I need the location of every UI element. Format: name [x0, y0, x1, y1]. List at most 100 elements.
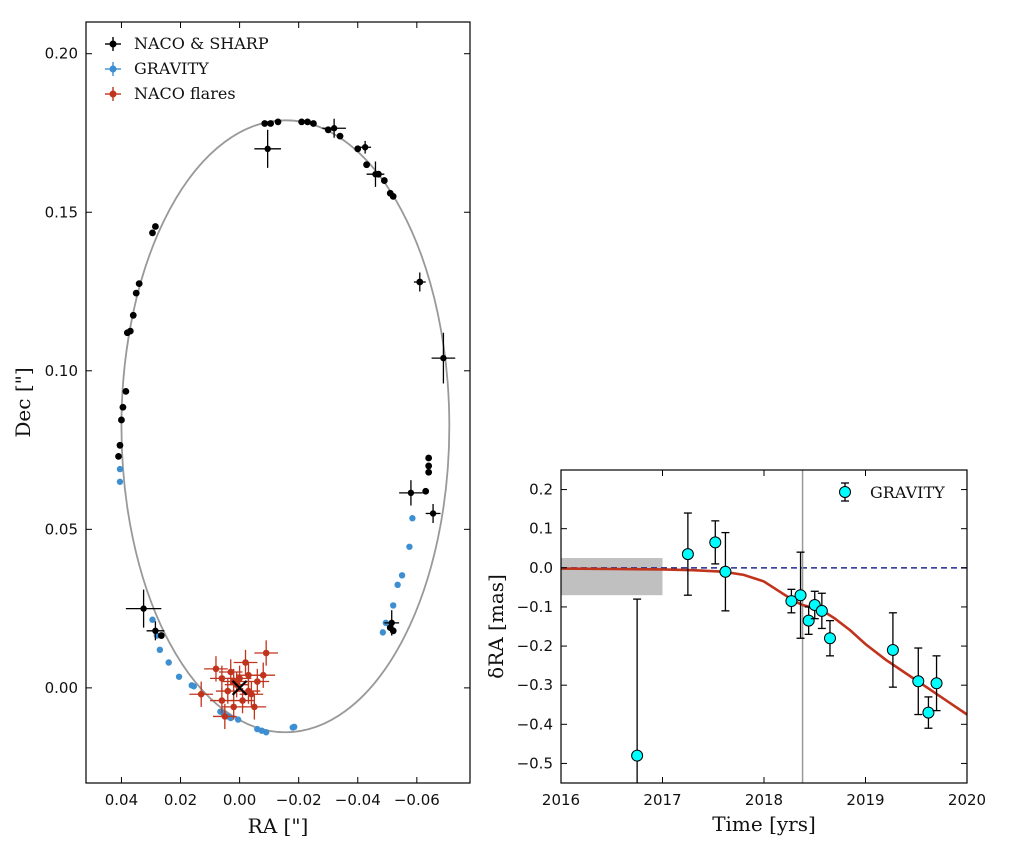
gravity-point — [165, 659, 172, 666]
naco-sharp-point — [267, 120, 275, 127]
orbit-y-tick-label: 0.20 — [45, 45, 78, 63]
naco-flare-point — [221, 713, 229, 720]
naco-sharp-point — [116, 441, 124, 449]
orbit-x-tick-label: −0.06 — [394, 791, 440, 809]
naco-sharp-point — [119, 403, 127, 411]
legend-marker-gravity — [105, 62, 121, 76]
orbit-y-tick-label: 0.15 — [45, 203, 78, 221]
naco-sharp-point — [361, 144, 369, 151]
gravity-delta-point — [922, 706, 935, 719]
naco-flare-point — [251, 703, 258, 711]
gravity-point — [234, 716, 242, 723]
naco-sharp-point — [389, 192, 397, 200]
legend-marker — [109, 90, 117, 98]
gravity-delta-point — [802, 614, 815, 627]
sgr-a-marker — [231, 680, 248, 696]
naco-sharp-point — [310, 120, 317, 127]
gravity-delta-point — [631, 749, 644, 762]
naco-sharp-point — [264, 145, 271, 153]
gravity-point — [227, 714, 234, 722]
gravity-delta-point — [823, 632, 836, 645]
orbit-x-tick-label: 0.00 — [223, 791, 256, 809]
delta-ra-y-tick-label: 0.0 — [529, 559, 553, 577]
gravity-point — [394, 581, 401, 589]
orbit-x-tick-label: −0.02 — [276, 791, 322, 809]
naco-flare-point — [230, 703, 237, 711]
naco-sharp-point — [129, 311, 137, 319]
naco-flare-point — [245, 687, 252, 695]
uncertainty-band — [561, 558, 663, 596]
naco-flare-point — [236, 675, 243, 682]
naco-sharp-point — [132, 289, 140, 297]
gravity-point — [262, 729, 270, 736]
gravity-delta-point — [681, 548, 694, 561]
delta-ra-plot-content — [560, 470, 968, 783]
naco-sharp-point — [330, 125, 338, 132]
delta-ra-x-tick-label: 2019 — [846, 791, 884, 809]
gravity-point — [116, 478, 124, 485]
naco-sharp-point — [388, 619, 395, 627]
naco-sharp-point — [429, 510, 437, 517]
legend-marker-naco-flares — [105, 87, 121, 101]
naco-sharp-point — [422, 487, 430, 495]
naco-sharp-point — [425, 468, 433, 476]
legend-label-gravity-delta: GRAVITY — [870, 483, 945, 502]
naco-flare-point — [197, 690, 205, 698]
legend-label-naco-flares: NACO flares — [134, 84, 236, 103]
naco-sharp-point — [118, 416, 125, 424]
orbit-plot-frame — [85, 21, 471, 784]
legend-marker — [109, 65, 117, 73]
naco-sharp-point — [298, 118, 306, 126]
delta-ra-y-tick-label: −0.2 — [517, 637, 553, 655]
delta-ra-panel: 2016 2017 2018 2019 2020 −0.5 −0.4 −0.3 −0.2 −0.1… — [484, 469, 986, 836]
naco-sharp-point — [416, 278, 423, 286]
delta-ra-legend: GRAVITY — [839, 482, 945, 502]
orbit-x-tick-label: 0.04 — [105, 791, 138, 809]
naco-flare-point — [227, 668, 235, 676]
gravity-delta-point — [794, 589, 807, 602]
delta-ra-x-tick-label: 2018 — [745, 791, 783, 809]
naco-sharp-point — [149, 229, 156, 237]
legend-marker-gravity-delta — [839, 482, 851, 502]
gravity-point — [149, 616, 156, 623]
gravity-point — [190, 683, 198, 690]
model-curve — [560, 567, 968, 716]
naco-sharp-point — [122, 388, 130, 395]
gravity-delta-point — [815, 604, 828, 617]
gravity-delta-point — [785, 595, 798, 608]
naco-sharp-point — [157, 632, 165, 639]
orbit-plot-content — [115, 118, 456, 736]
gravity-delta-point — [930, 677, 943, 690]
orbit-y-tick-label: 0.05 — [45, 520, 78, 538]
naco-sharp-point — [363, 161, 371, 169]
naco-sharp-point — [354, 145, 362, 153]
naco-sharp-point — [407, 489, 415, 497]
legend-marker-naco-sharp — [105, 37, 121, 51]
gravity-delta-point — [912, 675, 925, 688]
naco-sharp-point — [440, 354, 447, 362]
delta-ra-y-tick-label: −0.5 — [517, 754, 553, 772]
orbit-y-tick-label: 0.10 — [45, 362, 78, 380]
gravity-point — [390, 602, 397, 609]
orbit-x-axis-label: RA ["] — [248, 814, 309, 838]
legend-marker — [839, 486, 851, 498]
naco-flare-point — [262, 649, 270, 657]
gravity-point — [379, 629, 387, 636]
naco-flare-point — [218, 675, 226, 682]
orbit-y-axis-label: Dec ["] — [11, 367, 35, 437]
gravity-point — [398, 572, 406, 579]
orbit-legend: NACO & SHARP GRAVITY NACO flares — [105, 34, 269, 103]
gravity-point — [409, 515, 416, 522]
naco-sharp-point — [152, 223, 159, 230]
delta-ra-plot-frame — [560, 469, 968, 784]
naco-sharp-point — [372, 171, 379, 178]
gravity-point — [175, 673, 183, 680]
naco-sharp-point — [380, 177, 388, 184]
legend-marker — [109, 40, 117, 48]
naco-flare-point — [218, 697, 226, 704]
naco-sharp-point — [336, 132, 344, 140]
delta-ra-axes: 2016 2017 2018 2019 2020 −0.5 −0.4 −0.3 −0.2 −0.1… — [517, 470, 986, 809]
delta-ra-x-tick-label: 2017 — [643, 791, 681, 809]
naco-sharp-point — [140, 605, 147, 612]
